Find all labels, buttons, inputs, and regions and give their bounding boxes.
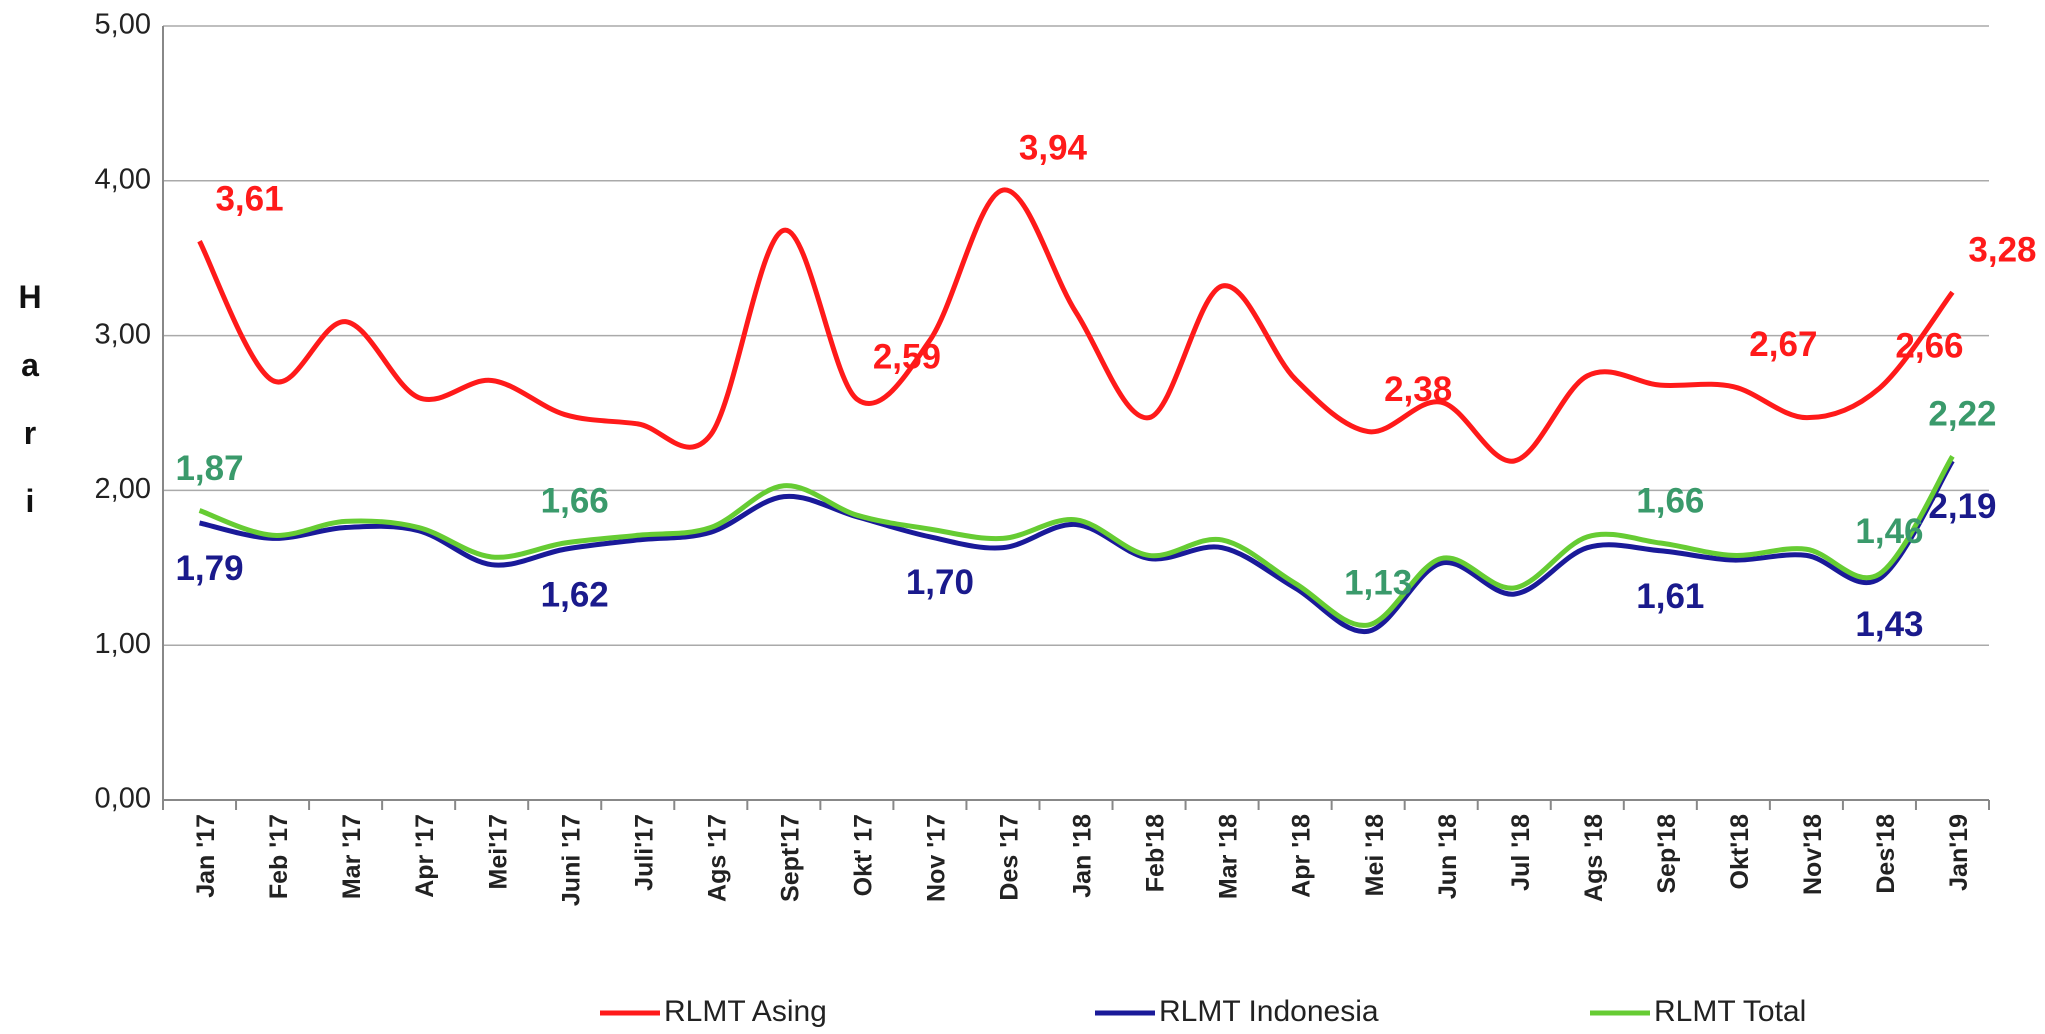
- y-tick-label: 1,00: [95, 628, 151, 660]
- x-tick-label: Nov'18: [1799, 814, 1827, 895]
- series-line: [198, 459, 1955, 634]
- x-tick-label: Jan'19: [1945, 814, 1973, 891]
- y-tick-label: 0,00: [95, 783, 151, 815]
- series-line: [197, 187, 1955, 464]
- legend-label: RLMT Total: [1654, 995, 1806, 1028]
- x-tick-label: Juni '17: [557, 814, 585, 906]
- data-label: 3,94: [1019, 128, 1088, 167]
- x-tick-label: Mei'17: [484, 814, 512, 889]
- data-label: 1,66: [1636, 481, 1704, 520]
- data-label: 3,61: [215, 179, 283, 218]
- data-label: 1,46: [1855, 512, 1923, 551]
- data-label: 1,61: [1636, 577, 1704, 616]
- x-tick-label: Jun '18: [1434, 814, 1462, 899]
- x-tick-label: Nov '17: [923, 814, 951, 902]
- x-tick-label: Des'18: [1872, 814, 1900, 894]
- x-tick-label: Ags '18: [1580, 814, 1608, 902]
- y-tick-label: 2,00: [95, 473, 151, 505]
- data-label: 2,22: [1928, 395, 1996, 434]
- data-label: 1,87: [175, 449, 243, 488]
- x-tick-label: Jul '18: [1507, 814, 1535, 891]
- x-tick-label: Sep'18: [1653, 814, 1681, 894]
- data-label: 3,28: [1968, 231, 2036, 270]
- data-label: 1,62: [541, 575, 609, 614]
- x-tick-label: Mar '18: [1215, 814, 1243, 899]
- data-label: 2,19: [1928, 487, 1996, 526]
- y-tick-label: 3,00: [95, 318, 151, 350]
- x-tick-label: Jan '17: [192, 814, 220, 898]
- data-label: 1,13: [1344, 563, 1412, 602]
- x-tick-label: Feb '17: [265, 814, 293, 899]
- y-tick-label: 5,00: [95, 9, 151, 41]
- data-label: 1,66: [541, 481, 609, 520]
- data-label: 1,79: [175, 549, 243, 588]
- x-tick-label: Feb'18: [1142, 814, 1170, 892]
- y-tick-label: 4,00: [95, 163, 151, 195]
- data-label: 2,38: [1384, 370, 1452, 409]
- legend-label: RLMT Asing: [664, 995, 827, 1028]
- x-tick-label: Jan '18: [1069, 814, 1097, 898]
- x-tick-label: Sept'17: [776, 814, 804, 902]
- data-label: 2,59: [873, 337, 941, 376]
- x-tick-label: Mei '18: [1361, 814, 1389, 896]
- x-tick-label: Des '17: [996, 814, 1024, 901]
- x-tick-label: Juli'17: [630, 814, 658, 891]
- x-tick-label: Apr '18: [1288, 814, 1316, 898]
- legend-label: RLMT Indonesia: [1159, 995, 1379, 1028]
- series-line: [198, 455, 1955, 628]
- x-tick-label: Okt'18: [1726, 814, 1754, 890]
- data-label: 2,67: [1749, 325, 1817, 364]
- data-label: 1,43: [1855, 605, 1923, 644]
- x-tick-label: Ags '17: [703, 814, 731, 902]
- x-tick-label: Apr '17: [411, 814, 439, 898]
- x-tick-label: Okt' 17: [849, 814, 877, 896]
- data-label: 1,70: [906, 563, 974, 602]
- x-tick-label: Mar '17: [338, 814, 366, 899]
- data-label: 2,66: [1895, 326, 1963, 365]
